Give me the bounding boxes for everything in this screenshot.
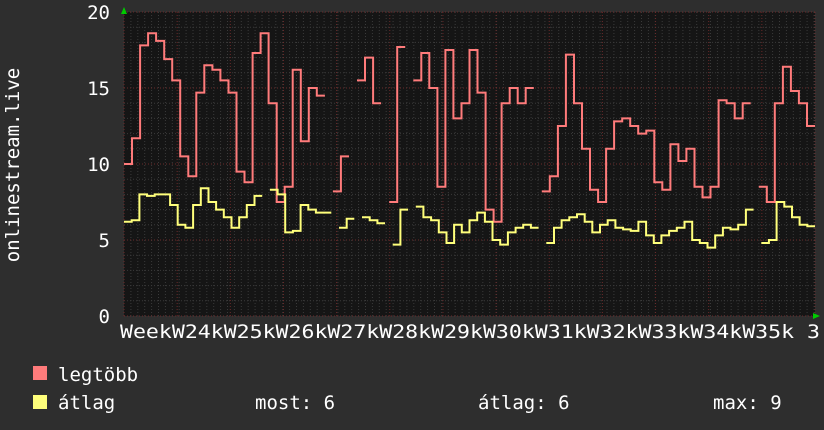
x-axis-arrow: [813, 313, 820, 319]
series-group: [124, 32, 815, 249]
stat-average: átlag: 6: [478, 392, 570, 414]
legend-label-max: legtöbb: [58, 364, 138, 386]
legend-label-avg: átlag: [58, 392, 115, 414]
y-tick-labels: 0 5 10 15 20: [87, 2, 110, 328]
x-tick-labels: WeekW24kW25kW26kW27kW28kW29kW30kW31kW32k…: [120, 321, 820, 343]
legend: legtöbb átlag most: 6 átlag: 6 max: 9: [33, 364, 782, 414]
y-tick-label: 5: [99, 230, 110, 252]
y-axis-label: onlinestream.live: [2, 68, 24, 262]
y-tick-label: 15: [87, 78, 110, 100]
series-line-avg: [124, 187, 815, 249]
stat-max: max: 9: [713, 392, 782, 414]
legend-swatch-max: [33, 366, 47, 380]
series-line-max: [124, 32, 815, 223]
y-tick-label: 10: [87, 154, 110, 176]
y-axis-arrow: [121, 7, 127, 14]
y-tick-label: 20: [87, 2, 110, 24]
stat-now: most: 6: [255, 392, 335, 414]
y-tick-label: 0: [99, 306, 110, 328]
legend-swatch-avg: [33, 395, 47, 409]
